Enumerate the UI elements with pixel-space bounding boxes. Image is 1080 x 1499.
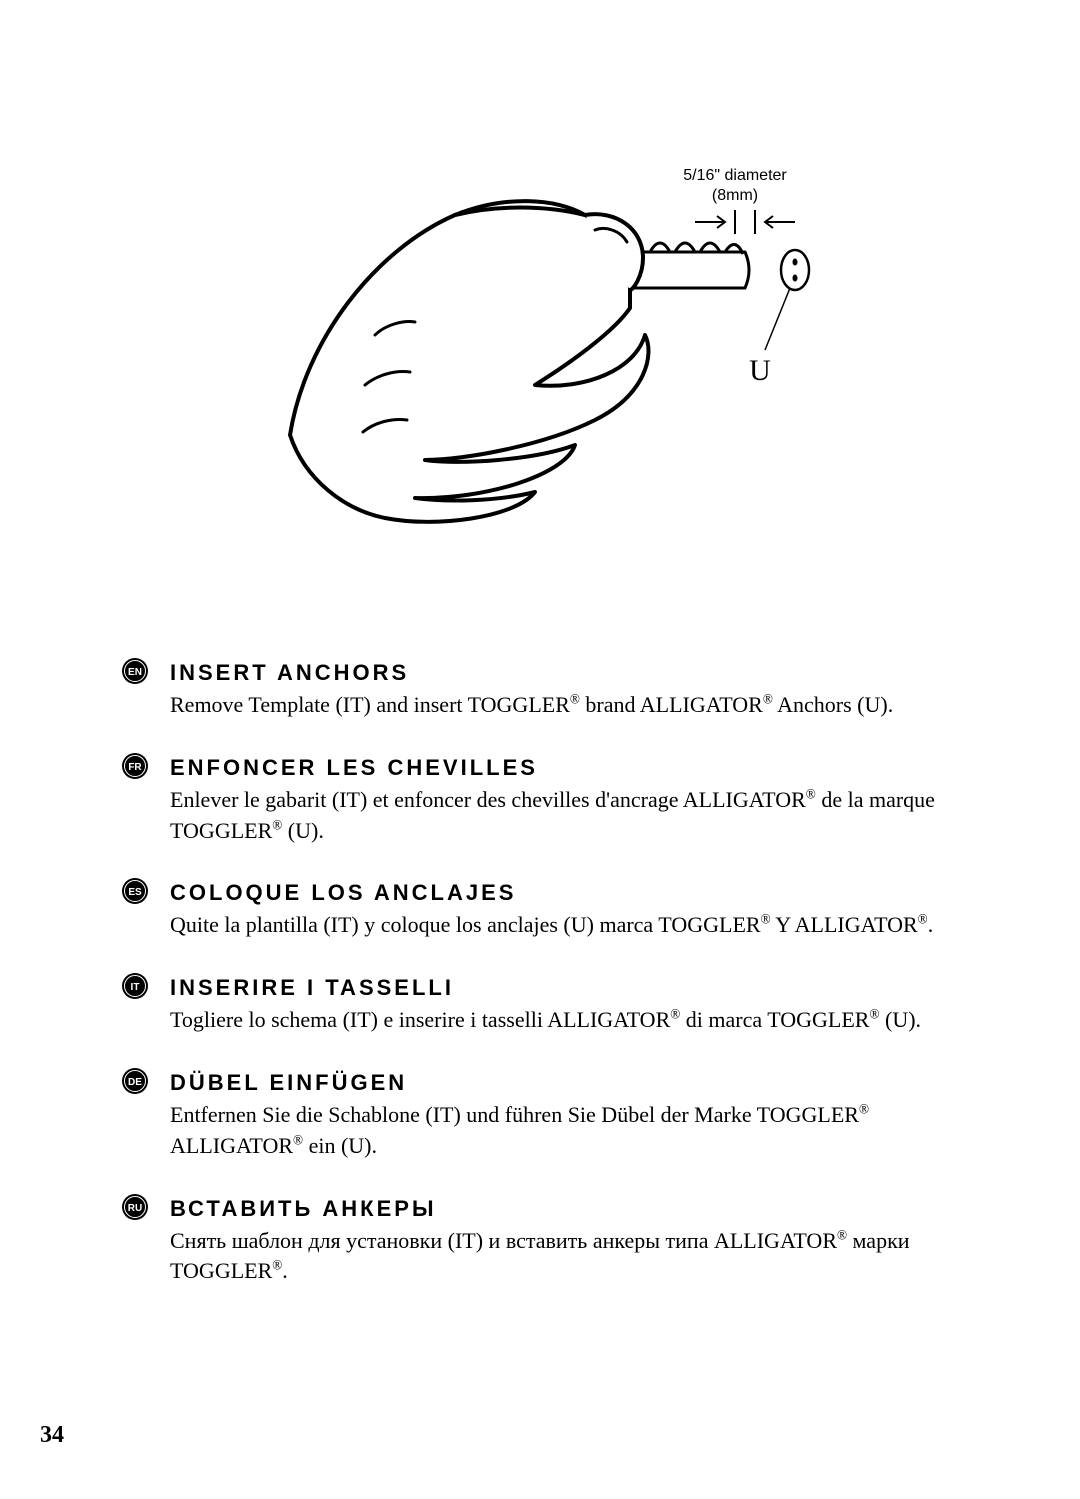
section-title: INSERIRE I TASSELLI [170,975,970,1001]
section-text: Togliere lo schema (IT) e inserire i tas… [170,1005,970,1036]
hand-anchor-svg: 5/16" diameter (8mm) U [235,160,855,530]
lang-code: FR [128,762,142,773]
section-title: ВСТАВИТЬ АНКЕРЫ [170,1196,970,1222]
lang-code: EN [128,667,142,678]
section-text: Снять шаблон для установки (IT) и встави… [170,1226,970,1288]
section-de: DE DÜBEL EINFÜGEN Entfernen Sie die Scha… [120,1070,970,1162]
section-it: IT INSERIRE I TASSELLI Togliere lo schem… [120,975,970,1036]
page-number: 34 [40,1422,64,1449]
lang-badge-en: EN [120,656,170,686]
section-title: ENFONCER LES CHEVILLES [170,755,970,781]
section-text: Entfernen Sie die Schablone (IT) und füh… [170,1100,970,1162]
lang-badge-es: ES [120,876,170,906]
lang-badge-ru: RU [120,1192,170,1222]
section-title: INSERT ANCHORS [170,660,970,686]
lang-code: RU [128,1203,142,1214]
section-title: DÜBEL EINFÜGEN [170,1070,970,1096]
diameter-label-line2: (8mm) [712,187,758,204]
lang-code: IT [131,982,140,993]
section-fr: FR ENFONCER LES CHEVILLES Enlever le gab… [120,755,970,847]
section-title: COLOQUE LOS ANCLAJES [170,880,970,906]
part-label-u: U [749,354,771,387]
dimension-arrows [695,210,795,234]
lang-badge-it: IT [120,971,170,1001]
section-en: EN INSERT ANCHORS Remove Template (IT) a… [120,660,970,721]
lang-code: DE [128,1077,142,1088]
lang-badge-de: DE [120,1066,170,1096]
section-ru: RU ВСТАВИТЬ АНКЕРЫ Снять шаблон для уста… [120,1196,970,1288]
section-text: Remove Template (IT) and insert TOGGLER®… [170,690,970,721]
anchor-body [635,243,749,288]
instruction-sections: EN INSERT ANCHORS Remove Template (IT) a… [120,660,970,1287]
section-es: ES COLOQUE LOS ANCLAJES Quite la plantil… [120,880,970,941]
section-text: Enlever le gabarit (IT) et enfoncer des … [170,785,970,847]
anchor-hole [765,250,809,350]
hand-drawing [290,201,648,522]
section-text: Quite la plantilla (IT) y coloque los an… [170,910,970,941]
diameter-label-line1: 5/16" diameter [683,167,787,184]
lang-badge-fr: FR [120,751,170,781]
instruction-illustration: 5/16" diameter (8mm) U [120,160,970,530]
lang-code: ES [128,887,142,898]
